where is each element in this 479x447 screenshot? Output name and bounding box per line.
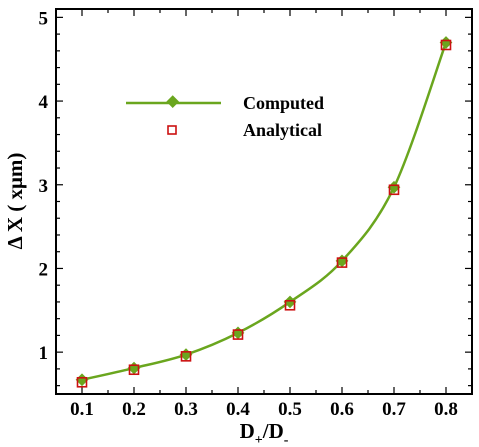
legend-computed-marker — [166, 95, 180, 108]
legend-analytical-marker — [167, 125, 177, 135]
x-axis-ticks: 0.1 0.2 0.3 0.4 0.5 0.6 0.7 0.8 — [70, 9, 458, 420]
analytical-point — [336, 257, 348, 268]
analytical-point — [284, 299, 296, 311]
y-tick-label: 2 — [39, 259, 49, 280]
x-tick-label: 0.8 — [434, 399, 458, 420]
x-tick-label: 0.4 — [226, 399, 250, 420]
computed-point — [283, 295, 297, 309]
legend: Computed Analytical — [126, 93, 324, 140]
computed-point — [439, 36, 453, 49]
series-layer — [75, 36, 453, 388]
x-tick-label: 0.2 — [122, 399, 146, 420]
analytical-point — [232, 329, 244, 340]
y-tick-label: 1 — [39, 343, 49, 364]
analytical-point — [180, 351, 192, 362]
y-axis-title: Δ X ( xμm) — [3, 153, 27, 250]
y-tick-label: 5 — [39, 8, 49, 29]
computed-point — [387, 180, 401, 194]
x-tick-label: 0.5 — [278, 399, 302, 420]
x-tick-label: 0.6 — [330, 399, 354, 420]
plot-frame — [55, 8, 473, 395]
legend-analytical-label: Analytical — [243, 120, 322, 140]
computed-point — [75, 373, 89, 387]
analytical-point — [76, 376, 88, 388]
x-axis-title: D+/D- — [240, 419, 289, 447]
legend-computed-label: Computed — [243, 93, 324, 113]
analytical-point — [440, 39, 452, 51]
y-tick-label: 4 — [39, 92, 49, 113]
analytical-point — [388, 184, 400, 196]
y-tick-label: 3 — [39, 176, 49, 197]
y-axis-ticks: 1 2 3 4 5 — [39, 8, 472, 387]
analytical-point — [128, 364, 140, 376]
x-tick-label: 0.1 — [70, 399, 94, 420]
x-tick-label: 0.3 — [174, 399, 198, 420]
x-tick-label: 0.7 — [382, 399, 406, 420]
